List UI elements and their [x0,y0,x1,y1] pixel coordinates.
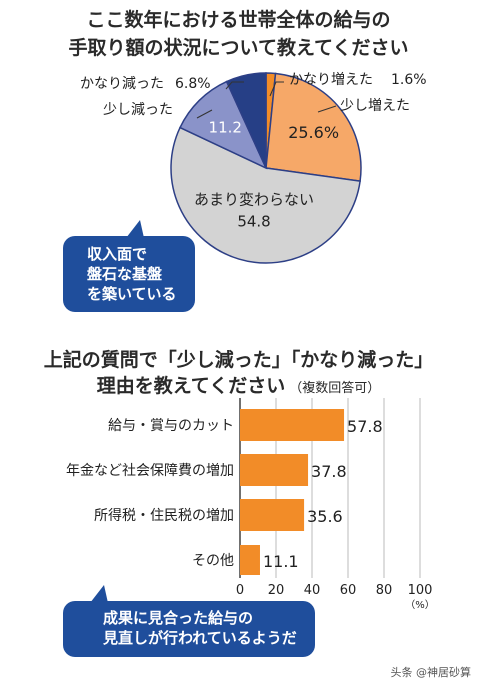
bar-title-text: 理由を教えてください [96,375,286,397]
bar [240,545,260,575]
slice-value-label: 1.6% [391,72,427,88]
slice-name-label: 少し減った [103,101,173,118]
slice-value-label: 11.2 [209,119,242,137]
bar-value-label: 57.8 [347,417,383,436]
pie-title-line1: ここ数年における世帯全体の給与の [86,9,391,31]
callout-bubble-income: 収入面で 盤石な基盤 を築いている [63,236,195,312]
leader-line [269,81,284,97]
leader-line [317,105,337,113]
x-tick-label: 100 [408,583,433,598]
category-label: 給与・賞与のカット [108,418,234,434]
bubble-tail [90,585,108,603]
slice-name-label: かなり減った [80,75,164,92]
bar [240,409,345,441]
bubble-line: を築いている [87,285,177,303]
bar-value-label: 35.6 [307,507,343,526]
callout-bubble-salary: 成果に見合った給与の 見直しが行われているようだ [63,601,315,657]
pie-slice [170,126,361,264]
bubble-line: 盤石な基盤 [87,265,163,283]
bar-value-label: 11.1 [263,552,299,571]
leader-line [225,81,244,90]
watermark-credit: 头条 @神居砂算 [390,666,472,679]
slice-name-label: かなり増えた [289,72,373,88]
pie-slice [225,72,267,169]
bubble-line: 収入面で [87,245,148,263]
bar-title-line1: 上記の質問で「少し減った」「かなり減った」 [43,349,434,371]
bar-title-note: （複数回答可） [289,381,381,396]
slice-value-label: 54.8 [237,212,270,230]
category-label: 所得税・住民税の増加 [94,507,234,524]
bar-value-label: 37.8 [311,462,347,481]
x-axis-unit: （%） [405,599,435,611]
bubble-line: 見直しが行われているようだ [103,629,297,647]
pie-title-line2: 手取り額の状況について教えてください [68,37,409,59]
x-tick-label: 0 [236,583,244,598]
x-tick-label: 20 [268,583,285,598]
bar-title-line2: 理由を教えてください （複数回答可） [0,372,477,403]
slice-name-label: あまり変わらない [194,190,314,208]
bubble-line: 成果に見合った給与の [103,609,254,627]
slice-name-label: 少し増えた [340,98,410,114]
x-tick-label: 80 [376,583,393,598]
bubble-tail [126,220,144,238]
pie-slice [265,72,362,182]
category-label: 年金など社会保障費の増加 [66,463,234,479]
category-label: その他 [192,553,234,569]
slice-value-label: 25.6% [288,123,339,142]
bar [240,454,309,486]
x-tick-label: 60 [340,583,357,598]
leader-line [196,109,213,119]
pie-slice [179,80,268,170]
x-tick-label: 40 [304,583,321,598]
bar [240,499,305,531]
slice-value-label: 6.8% [175,76,211,92]
